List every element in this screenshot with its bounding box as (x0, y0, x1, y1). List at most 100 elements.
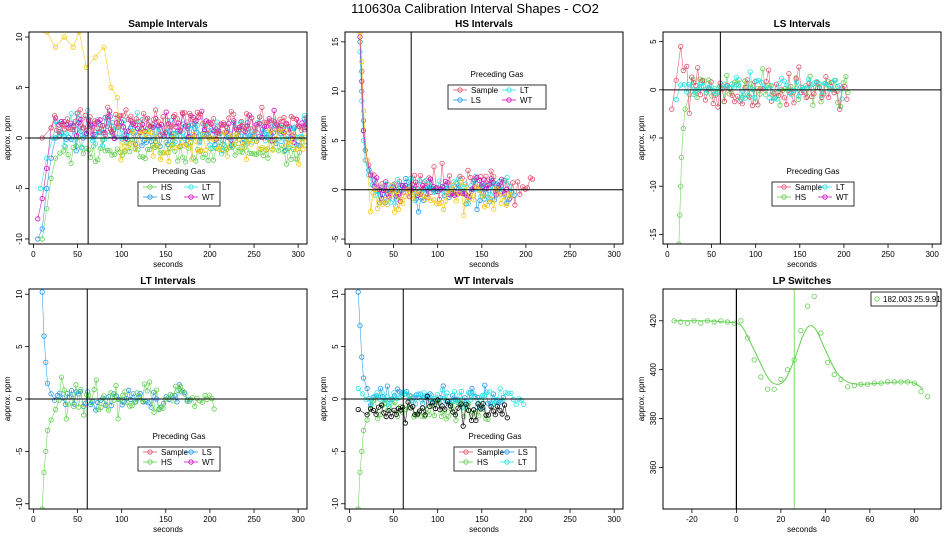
data-point (819, 92, 825, 98)
data-point (233, 132, 239, 138)
data-point (127, 141, 133, 147)
x-tick-label: 50 (73, 515, 82, 524)
legend-swatch-point (874, 296, 880, 302)
legend-title: Preceding Gas (153, 432, 206, 441)
data-point (771, 386, 777, 392)
y-tick-label: 10 (15, 32, 24, 41)
data-point (480, 401, 486, 407)
legend-label: HS (161, 458, 172, 467)
plot-frame (344, 288, 624, 510)
chart-title: LS Intervals (774, 19, 831, 30)
data-point (462, 181, 469, 187)
data-point (417, 408, 423, 414)
data-point (264, 146, 271, 152)
data-point (424, 393, 430, 399)
data-point (176, 144, 182, 150)
data-point (437, 407, 443, 413)
data-point (127, 403, 133, 409)
legend-label: Sample (477, 448, 505, 457)
data-point (456, 393, 462, 399)
data-point (739, 101, 745, 107)
data-point (843, 74, 849, 80)
data-point (208, 120, 214, 126)
data-point (697, 92, 704, 98)
data-point (44, 155, 50, 161)
data-point (272, 119, 278, 125)
y-tick-label: 420 (649, 314, 658, 328)
data-point (407, 175, 414, 181)
data-point (261, 119, 267, 125)
data-point (444, 390, 450, 396)
data-point (108, 390, 114, 396)
data-point (403, 391, 409, 397)
data-point (278, 138, 284, 145)
legend-label: Sample (471, 86, 499, 95)
legend-swatch-point (781, 194, 787, 200)
data-point (61, 34, 67, 40)
data-point (478, 406, 484, 412)
series-sample (39, 104, 307, 141)
x-tick-label: 100 (431, 250, 445, 259)
data-point (442, 406, 448, 412)
data-point (51, 113, 58, 119)
data-point (150, 124, 156, 130)
x-tick-label: 250 (563, 250, 577, 259)
data-point (686, 110, 692, 116)
data-point (364, 157, 370, 163)
data-point (142, 155, 148, 161)
data-point (44, 165, 50, 171)
data-point (918, 389, 924, 395)
data-point (362, 147, 368, 153)
data-point (104, 123, 110, 129)
data-point (120, 112, 127, 118)
data-point (130, 128, 136, 135)
data-point (451, 389, 458, 395)
data-point (791, 87, 797, 94)
data-point (388, 413, 394, 420)
data-point (107, 148, 113, 154)
data-point (88, 399, 94, 406)
data-point (677, 212, 683, 218)
data-point (745, 92, 751, 98)
data-point (84, 392, 90, 398)
data-point (777, 102, 783, 108)
data-point (768, 82, 775, 88)
series-lt (673, 69, 845, 103)
legend-label: LS (518, 448, 528, 457)
data-point (684, 320, 691, 326)
legend-swatch-point (147, 194, 153, 200)
data-point (778, 75, 785, 81)
data-point (48, 175, 54, 181)
data-point (433, 201, 440, 207)
data-point (173, 145, 179, 151)
data-point (132, 399, 138, 405)
data-point (499, 176, 505, 182)
data-point (91, 386, 97, 393)
data-point (904, 379, 911, 385)
y-tick-label: -5 (649, 134, 658, 142)
x-tick-label: 50 (707, 250, 716, 259)
data-point (736, 82, 742, 88)
data-point (415, 391, 422, 397)
data-point (281, 148, 287, 155)
x-tick-label: 100 (115, 250, 129, 259)
data-point (479, 193, 485, 199)
data-point (122, 389, 128, 395)
data-point (471, 407, 477, 413)
data-point (823, 74, 829, 80)
data-point (412, 179, 419, 185)
data-point (898, 379, 904, 385)
data-point (120, 124, 127, 130)
data-point (56, 122, 62, 128)
data-point (213, 126, 219, 132)
data-point (199, 399, 205, 405)
legend-title: Preceding Gas (153, 167, 206, 176)
x-tick-label: 150 (475, 250, 489, 259)
legend-title: Preceding Gas (787, 167, 840, 176)
data-point (144, 146, 151, 152)
plot-frame (344, 31, 624, 245)
data-point (232, 152, 238, 158)
y-tick-label: -5 (15, 447, 24, 455)
data-point (458, 401, 464, 407)
